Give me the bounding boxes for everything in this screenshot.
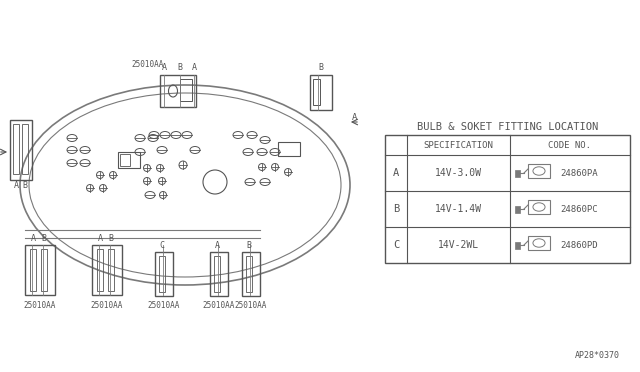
Text: AP28*0370: AP28*0370 xyxy=(575,351,620,360)
Bar xyxy=(30,249,36,291)
Text: 25010AA: 25010AA xyxy=(24,301,56,310)
Text: CODE NO.: CODE NO. xyxy=(548,141,591,150)
Text: 25010AA: 25010AA xyxy=(91,301,123,310)
Bar xyxy=(160,75,196,107)
Text: B: B xyxy=(177,63,182,72)
Text: B: B xyxy=(246,241,252,250)
Text: B: B xyxy=(319,63,323,72)
Bar xyxy=(108,249,114,291)
Text: B: B xyxy=(109,234,113,243)
Bar xyxy=(310,75,332,110)
Bar xyxy=(242,252,260,296)
Text: A: A xyxy=(393,168,399,178)
Bar xyxy=(528,236,550,250)
Bar xyxy=(92,245,122,295)
Bar xyxy=(214,256,220,292)
Text: A: A xyxy=(31,234,35,243)
Bar xyxy=(97,249,103,291)
Text: A: A xyxy=(352,113,358,122)
Bar xyxy=(120,154,130,166)
Text: 25010AA: 25010AA xyxy=(235,301,267,310)
Text: A: A xyxy=(161,63,166,72)
Text: BULB & SOKET FITTING LOCATION: BULB & SOKET FITTING LOCATION xyxy=(417,122,598,132)
Text: 14V-1.4W: 14V-1.4W xyxy=(435,204,482,214)
Text: 14V-2WL: 14V-2WL xyxy=(438,240,479,250)
Text: A: A xyxy=(13,181,19,190)
Text: B: B xyxy=(393,204,399,214)
Bar xyxy=(528,200,550,214)
Bar xyxy=(385,135,630,263)
Bar xyxy=(246,256,252,292)
Text: C: C xyxy=(159,241,164,250)
Bar xyxy=(313,79,320,105)
Text: A: A xyxy=(97,234,102,243)
Bar xyxy=(528,164,550,178)
Bar xyxy=(25,245,55,295)
Text: C: C xyxy=(393,240,399,250)
Text: 14V-3.0W: 14V-3.0W xyxy=(435,168,482,178)
Text: A: A xyxy=(214,241,220,250)
Bar xyxy=(210,252,228,296)
Bar xyxy=(180,79,192,101)
Text: B: B xyxy=(22,181,28,190)
Bar xyxy=(22,124,28,174)
Text: 24860PD: 24860PD xyxy=(560,241,598,250)
Bar xyxy=(118,152,140,168)
Bar xyxy=(515,170,520,176)
Text: 25010AA: 25010AA xyxy=(203,301,235,310)
Text: B: B xyxy=(42,234,47,243)
Text: 24860PA: 24860PA xyxy=(560,169,598,177)
Bar xyxy=(10,120,32,180)
Bar xyxy=(155,252,173,296)
Bar xyxy=(41,249,47,291)
Text: 25010AA: 25010AA xyxy=(148,301,180,310)
Bar xyxy=(13,124,19,174)
Text: SPECIFICATION: SPECIFICATION xyxy=(424,141,493,150)
Text: 25010AA: 25010AA xyxy=(132,60,164,69)
Text: A: A xyxy=(191,63,196,72)
Bar xyxy=(159,256,165,292)
Bar xyxy=(515,205,520,212)
Bar xyxy=(515,241,520,248)
Text: 24860PC: 24860PC xyxy=(560,205,598,214)
Bar xyxy=(278,142,300,156)
